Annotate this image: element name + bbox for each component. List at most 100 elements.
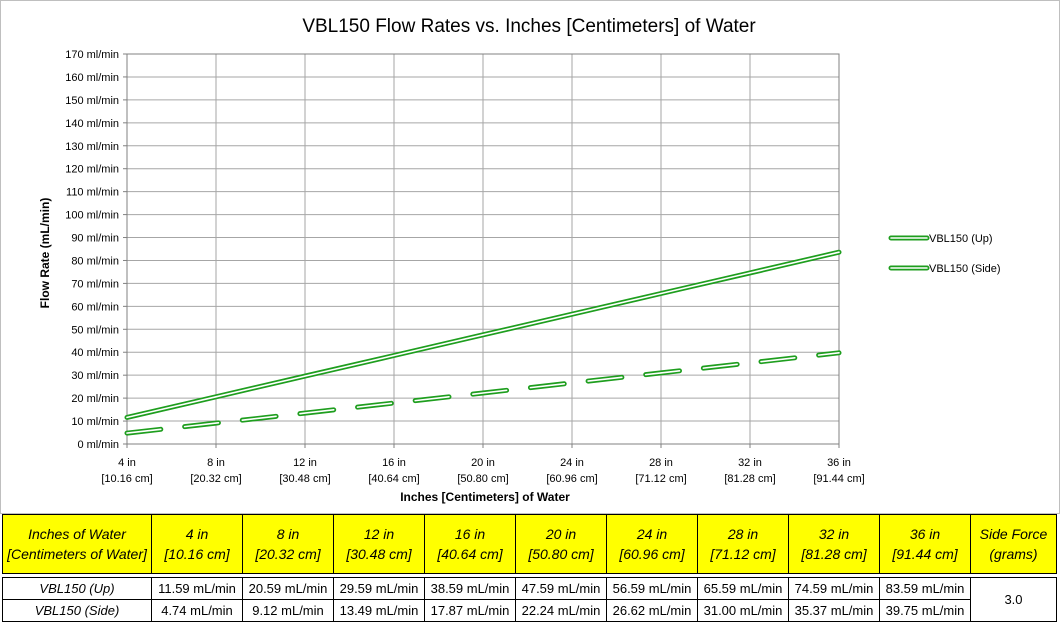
- header-line: 20 in: [545, 526, 577, 542]
- data-point: [659, 291, 664, 296]
- x-axis-title: Inches [Centimeters] of Water: [400, 490, 570, 504]
- header-inches-of-water: Inches of Water [Centimeters of Water]: [2, 514, 152, 574]
- y-tick-label: 120 ml/min: [65, 164, 119, 176]
- table-cell: 26.62 mL/min: [606, 599, 698, 622]
- data-point: [481, 332, 486, 337]
- data-point: [303, 374, 308, 379]
- header-line: 12 in: [363, 526, 395, 542]
- y-tick-label: 70 ml/min: [71, 278, 119, 290]
- x-tick-label: 16 in: [382, 457, 406, 469]
- header-col-32in: 32 in [81.28 cm]: [788, 514, 880, 574]
- legend: VBL150 (Up) VBL150 (Side): [888, 233, 1001, 275]
- table-cell: 9.12 mL/min: [242, 599, 334, 622]
- y-tick-label: 90 ml/min: [71, 233, 119, 245]
- header-line: 24 in: [636, 526, 668, 542]
- header-line: [40.64 cm]: [437, 546, 503, 562]
- data-point: [570, 312, 575, 317]
- table-cell: 35.37 mL/min: [788, 599, 880, 622]
- x-tick-label-cm: [60.96 cm]: [546, 473, 597, 485]
- table-header-row: Inches of Water [Centimeters of Water] 4…: [2, 514, 1057, 574]
- chart-title: VBL150 Flow Rates vs. Inches [Centimeter…: [302, 16, 756, 37]
- table-cell: 20.59 mL/min: [242, 577, 334, 600]
- series-line-inner: [126, 251, 840, 419]
- header-line: 4 in: [185, 526, 209, 542]
- row-label: VBL150 (Side): [2, 599, 152, 622]
- x-tick-label-cm: [50.80 cm]: [457, 473, 508, 485]
- header-line: Side Force: [979, 526, 1048, 542]
- header-line: (grams): [989, 546, 1038, 562]
- table-cell: 65.59 mL/min: [697, 577, 789, 600]
- series-line-inner: [126, 351, 840, 434]
- x-tick-label: 36 in: [827, 457, 851, 469]
- data-point: [214, 421, 219, 426]
- header-col-36in: 36 in [91.44 cm]: [879, 514, 971, 574]
- table-cell: 4.74 mL/min: [151, 599, 243, 622]
- y-tick-label: 20 ml/min: [71, 393, 119, 405]
- series-group: [124, 249, 842, 436]
- x-tick-label: 32 in: [738, 457, 762, 469]
- table-cell: 13.49 mL/min: [333, 599, 425, 622]
- y-axis-title: Flow Rate (mL/min): [38, 198, 52, 309]
- data-point: [837, 350, 842, 355]
- x-tick-labels: 4 in [10.16 cm] 8 in [20.32 cm] 12 in [30.48 …: [101, 457, 864, 485]
- header-line: [91.44 cm]: [892, 546, 958, 562]
- plot-border: [126, 53, 840, 445]
- table-row: VBL150 (Up) 11.59 mL/min 20.59 mL/min 29…: [2, 577, 1057, 622]
- x-tick-label: 12 in: [293, 457, 317, 469]
- y-tick-label: 60 ml/min: [71, 301, 119, 313]
- y-tick-label: 110 ml/min: [66, 187, 119, 199]
- y-tick-label: 130 ml/min: [65, 141, 119, 153]
- y-tick-label: 170 ml/min: [65, 49, 119, 61]
- data-table: Inches of Water [Centimeters of Water] 4…: [2, 514, 1057, 622]
- y-tick-label: 40 ml/min: [71, 347, 119, 359]
- data-point: [125, 415, 130, 420]
- x-tick-label-cm: [20.32 cm]: [190, 473, 241, 485]
- x-tick-label-cm: [30.48 cm]: [279, 473, 330, 485]
- x-tick-label: 28 in: [649, 457, 673, 469]
- header-line: [Centimeters of Water]: [7, 546, 147, 562]
- table-cell: 56.59 mL/min: [606, 577, 698, 600]
- data-point: [748, 360, 753, 365]
- header-col-12in: 12 in [30.48 cm]: [333, 514, 425, 574]
- header-side-force: Side Force (grams): [970, 514, 1057, 574]
- header-line: [50.80 cm]: [528, 546, 594, 562]
- header-line: 36 in: [909, 526, 941, 542]
- table-cell: 29.59 mL/min: [333, 577, 425, 600]
- table-cell: 11.59 mL/min: [151, 577, 243, 600]
- header-line: 32 in: [818, 526, 850, 542]
- header-col-20in: 20 in [50.80 cm]: [515, 514, 607, 574]
- y-tick-label: 140 ml/min: [65, 118, 119, 130]
- header-line: 28 in: [727, 526, 759, 542]
- x-tick-label-cm: [81.28 cm]: [724, 473, 775, 485]
- data-point: [837, 250, 842, 255]
- table-cell: 31.00 mL/min: [697, 599, 789, 622]
- data-point: [303, 411, 308, 416]
- y-tick-label: 150 ml/min: [65, 95, 119, 107]
- table-cell: 38.59 mL/min: [424, 577, 516, 600]
- data-point: [748, 270, 753, 275]
- x-tick-label-cm: [10.16 cm]: [101, 473, 152, 485]
- data-point: [392, 401, 397, 406]
- table-cell: 83.59 mL/min: [879, 577, 971, 600]
- y-tick-label: 80 ml/min: [71, 255, 119, 267]
- data-point: [659, 370, 664, 375]
- y-tick-label: 10 ml/min: [71, 416, 119, 428]
- data-point: [125, 431, 130, 436]
- header-line: [71.12 cm]: [710, 546, 776, 562]
- legend-label: VBL150 (Up): [929, 233, 993, 245]
- header-line: [20.32 cm]: [255, 546, 321, 562]
- header-col-16in: 16 in [40.64 cm]: [424, 514, 516, 574]
- data-point: [392, 353, 397, 358]
- plot-border-rect: [126, 53, 840, 445]
- header-line: 16 in: [454, 526, 486, 542]
- header-line: [81.28 cm]: [801, 546, 867, 562]
- data-point: [481, 390, 486, 395]
- header-col-4in: 4 in [10.16 cm]: [151, 514, 243, 574]
- table-cell: 17.87 mL/min: [424, 599, 516, 622]
- y-tick-labels: 0 ml/min 10 ml/min 20 ml/min 30 ml/min 40 ml…: [65, 49, 119, 451]
- row-label: VBL150 (Up): [2, 577, 152, 600]
- x-tick-label: 24 in: [560, 457, 584, 469]
- header-line: Inches of Water: [28, 526, 126, 542]
- x-tick-label: 20 in: [471, 457, 495, 469]
- side-force-value: 3.0: [970, 577, 1057, 622]
